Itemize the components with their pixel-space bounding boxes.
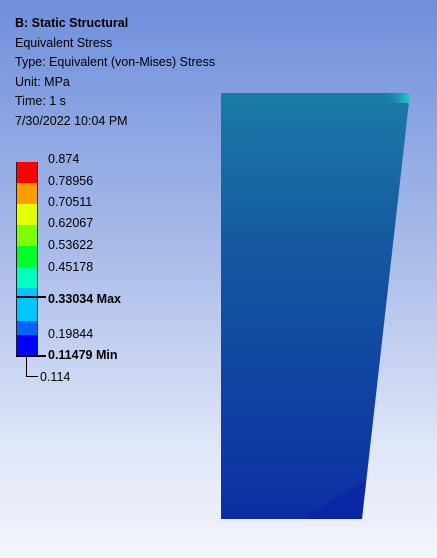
- legend-max-label: 0.33034 Max: [48, 292, 121, 306]
- legend-value: 0.62067: [48, 216, 94, 230]
- result-time: Time: 1 s: [15, 94, 66, 109]
- stress-legend[interactable]: 0.874 0.78956 0.70511 0.62067 0.53622 0.…: [16, 150, 216, 390]
- stress-contour-body: [221, 93, 410, 519]
- legend-value: 0.874: [48, 152, 80, 166]
- legend-min-leader: [26, 356, 27, 376]
- legend-max-marker: [16, 296, 46, 298]
- legend-band-green: [16, 246, 38, 267]
- legend-value: 0.114: [40, 370, 71, 384]
- legend-band-aqua: [16, 267, 38, 288]
- legend-band-yellow: [16, 204, 38, 225]
- legend-band-orange: [16, 183, 38, 204]
- result-unit: Unit: MPa: [15, 74, 70, 89]
- legend-value: 0.70511: [48, 195, 93, 209]
- stress-contour-edge-highlight: [221, 93, 410, 103]
- result-name: Equivalent Stress: [15, 35, 113, 50]
- legend-min-leader-foot: [26, 376, 38, 377]
- stress-contour-bottom-corner: [300, 480, 366, 519]
- analysis-title: B: Static Structural: [15, 16, 129, 30]
- legend-value: 0.19844: [48, 327, 94, 341]
- result-timestamp: 7/30/2022 10:04 PM: [15, 113, 128, 128]
- legend-band-light-blue: [16, 321, 38, 335]
- legend-value: 0.78956: [48, 174, 94, 188]
- result-info-panel: B: Static Structural Equivalent Stress T…: [15, 14, 215, 132]
- legend-band-red: [16, 162, 38, 183]
- legend-value: 0.53622: [48, 238, 94, 252]
- legend-min-marker: [16, 355, 46, 357]
- legend-min-label: 0.11479 Min: [48, 348, 118, 362]
- legend-value: 0.45178: [48, 260, 94, 274]
- result-type: Type: Equivalent (von-Mises) Stress: [15, 55, 216, 70]
- legend-band-lime: [16, 225, 38, 246]
